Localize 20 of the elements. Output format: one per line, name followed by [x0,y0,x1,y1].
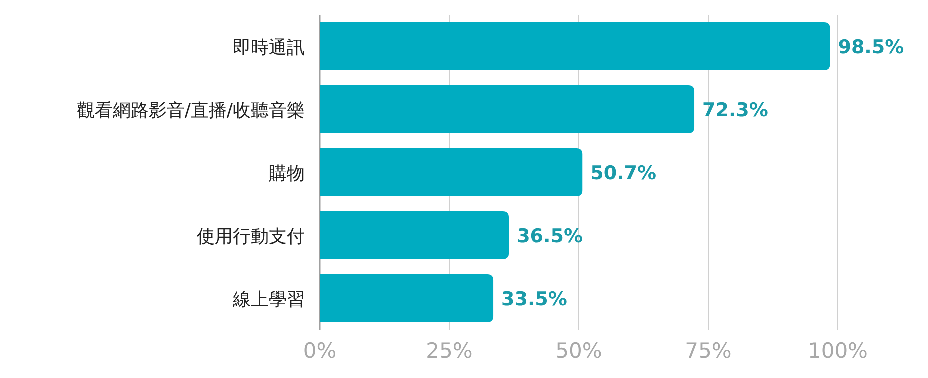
x-tick-label: 100% [808,339,868,363]
data-label: 50.7% [590,162,657,184]
data-label: 36.5% [517,226,583,248]
y-tick-label: 觀看網路影音/直播/收聽音樂 [76,100,305,122]
bar [320,86,695,134]
x-tick-label: 50% [556,339,602,363]
y-tick-label: 購物 [269,164,305,184]
x-tick-label: 25% [426,339,473,363]
data-label: 72.3% [702,100,768,122]
bar [320,148,583,196]
data-label: 98.5% [838,36,904,58]
y-tick-label: 即時通訊 [233,38,305,58]
bar [320,22,830,70]
bar [320,212,510,260]
x-tick-label: 0% [303,339,337,363]
y-tick-label: 線上學習 [232,290,305,310]
data-label: 33.5% [502,288,568,310]
x-tick-label: 75% [685,339,732,363]
y-tick-label: 使用行動支付 [197,226,305,248]
bar [320,274,494,322]
